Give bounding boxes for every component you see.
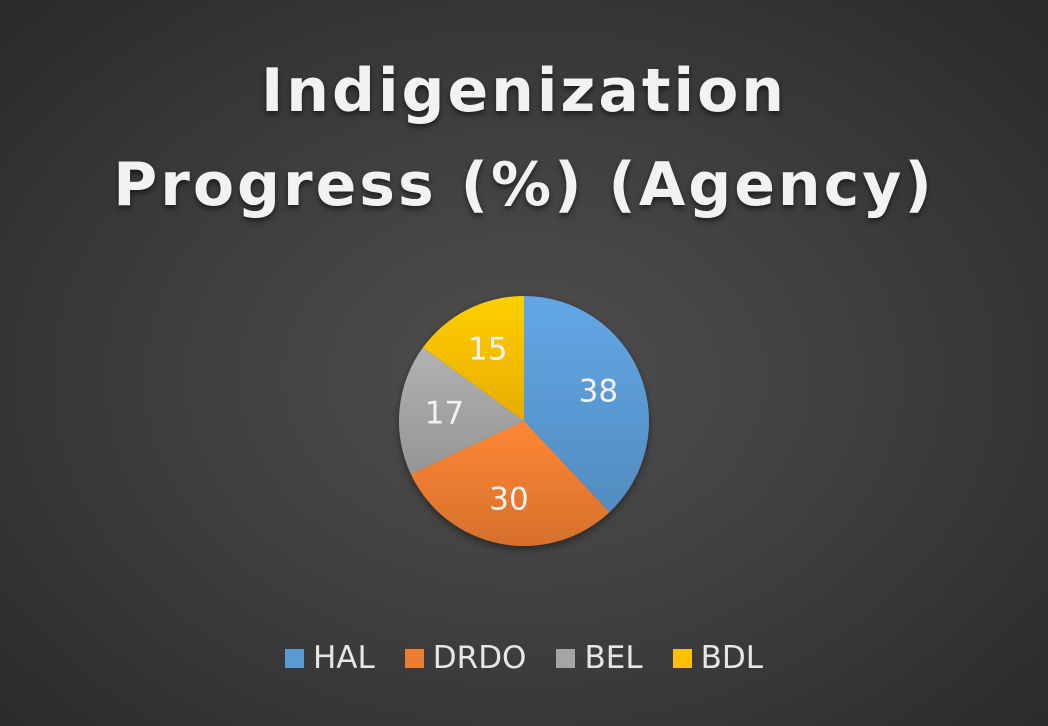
- data-label-bdl: 15: [468, 332, 507, 368]
- legend-item-drdo: DRDO: [404, 638, 527, 678]
- data-label-bel: 17: [425, 396, 464, 432]
- legend-swatch-hal: [284, 648, 304, 668]
- chart-title-line-2: Progress (%) (Agency): [113, 150, 935, 220]
- legend-label-bel: BEL: [584, 640, 643, 676]
- chart-title: Indigenization Progress (%) (Agency): [0, 44, 1048, 232]
- legend-swatch-drdo: [404, 648, 424, 668]
- legend-label-drdo: DRDO: [432, 640, 527, 676]
- pie-slice-hal: [524, 296, 650, 513]
- legend-swatch-bdl: [672, 648, 692, 668]
- legend-item-bdl: BDL: [672, 638, 764, 678]
- pie-slice-bdl: [422, 296, 524, 421]
- pie-slice-drdo: [410, 421, 610, 546]
- chart-title-line-1: Indigenization: [260, 56, 788, 126]
- data-label-drdo: 30: [489, 482, 528, 518]
- legend-label-bdl: BDL: [700, 640, 764, 676]
- legend-label-hal: HAL: [312, 640, 375, 676]
- pie-slice-bel: [398, 347, 524, 475]
- chart-legend: HAL DRDO BEL BDL: [0, 638, 1048, 678]
- legend-item-bel: BEL: [556, 638, 643, 678]
- legend-swatch-bel: [556, 648, 576, 668]
- data-label-hal: 38: [579, 374, 618, 410]
- legend-item-hal: HAL: [284, 638, 375, 678]
